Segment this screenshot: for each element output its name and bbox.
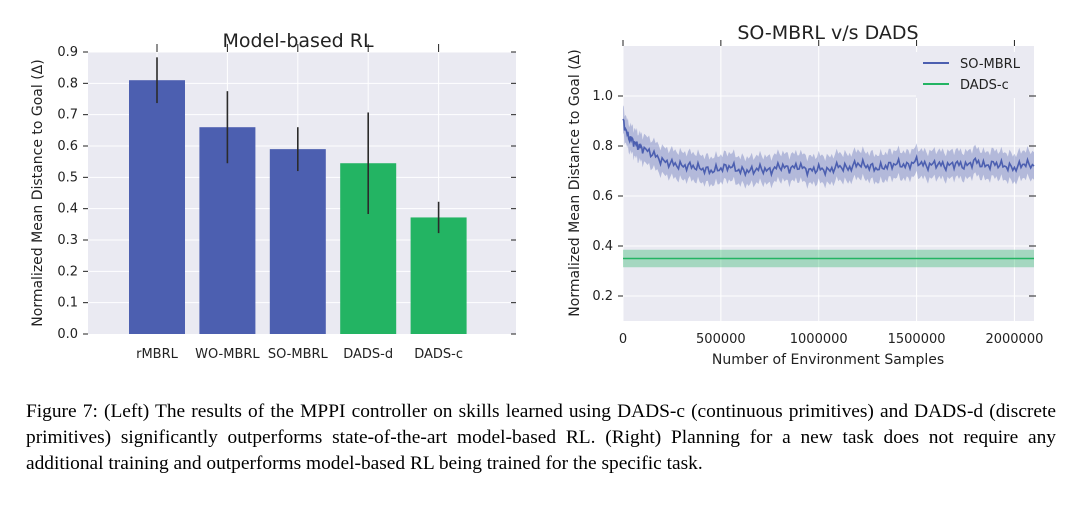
bar-chart-error-bars [156,57,440,234]
bar-chart-y-ticks: 0.0 0.1 0.2 0.3 0.4 0.5 0.6 0.7 0.8 0.9 [57,45,516,342]
line-chart-series [622,105,1035,268]
legend-label-so-mbrl: SO-MBRL [960,57,1021,72]
line-chart-y-axis-label: Normalized Mean Distance to Goal (Δ) [567,49,583,316]
bar [269,149,326,334]
line-chart-y-tick-label: 0.4 [592,239,613,254]
line-chart: 0.2 0.4 0.6 0.8 1.0 0 500000 1000000 1500000 200… [567,22,1043,368]
bar-chart-x-tick-label: WO-MBRL [195,347,260,362]
bar-chart-y-tick-label: 0.2 [57,264,78,279]
line-chart-x-axis-label: Number of Environment Samples [712,352,944,368]
bar-chart-y-tick-label: 0.5 [57,170,78,185]
line-chart-x-tick-label: 1500000 [888,332,946,347]
bar [410,217,467,334]
line-chart-x-ticks: 0 500000 1000000 1500000 2000000 [619,40,1043,347]
line-chart-x-tick-label: 0 [619,332,627,347]
line-chart-y-tick-label: 1.0 [592,89,613,104]
line-chart-y-tick-label: 0.8 [592,139,613,154]
bar-chart-x-ticks: rMBRL WO-MBRL SO-MBRL DADS-d DADS-c [136,44,463,362]
bar-chart: 0.0 0.1 0.2 0.3 0.4 0.5 0.6 0.7 0.8 0.9 rMBRL WO-M… [30,30,516,362]
bar-chart-y-tick-label: 0.3 [57,233,78,248]
bar-chart-y-tick-label: 0.0 [57,327,78,342]
figure-caption: Figure 7: (Left) The results of the MPPI… [26,401,1056,474]
line-chart-title: SO-MBRL v/s DADS [737,22,918,44]
bar [129,80,185,334]
bar-chart-x-tick-label: DADS-c [414,347,463,362]
bar-chart-x-tick-label: SO-MBRL [268,347,329,362]
legend-label-dads-c: DADS-c [960,78,1009,93]
bar-chart-y-tick-label: 0.7 [57,108,78,123]
series-band [623,105,1034,189]
bar-chart-y-tick-label: 0.8 [57,76,78,91]
series-line [622,118,1035,179]
line-chart-x-tick-label: 500000 [696,332,746,347]
bar-chart-x-tick-label: DADS-d [343,347,393,362]
bar-chart-y-tick-label: 0.1 [57,296,78,311]
line-chart-x-tick-label: 2000000 [985,332,1043,347]
line-chart-y-ticks: 0.2 0.4 0.6 0.8 1.0 [592,89,1036,304]
figure: 0.0 0.1 0.2 0.3 0.4 0.5 0.6 0.7 0.8 0.9 rMBRL WO-M… [30,22,1043,368]
line-chart-legend: SO-MBRL DADS-c [916,52,1028,98]
bar-chart-title: Model-based RL [222,30,373,52]
legend-box [916,52,1028,98]
bar-chart-y-tick-label: 0.9 [57,45,78,60]
figure-canvas: 0.0 0.1 0.2 0.3 0.4 0.5 0.6 0.7 0.8 0.9 rMBRL WO-M… [30,22,1043,368]
bar-chart-y-tick-label: 0.6 [57,139,78,154]
line-chart-y-tick-label: 0.6 [592,189,613,204]
line-chart-y-tick-label: 0.2 [592,289,613,304]
bar-chart-y-axis-label: Normalized Mean Distance to Goal (Δ) [30,59,46,326]
bar-chart-bars [129,80,467,334]
bar-chart-y-tick-label: 0.4 [57,202,78,217]
line-chart-x-tick-label: 1000000 [790,332,848,347]
bar-chart-x-tick-label: rMBRL [136,347,179,362]
